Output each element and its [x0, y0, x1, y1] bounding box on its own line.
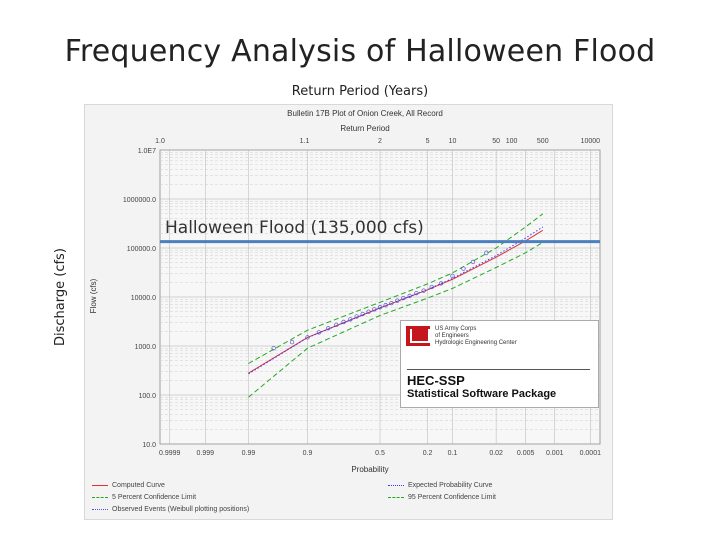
top-axis-label: Return Period: [340, 124, 389, 133]
x-tick-label: 0.001: [546, 450, 564, 457]
legend-item: Computed Curve: [92, 482, 165, 489]
top-tick-label: 10: [449, 138, 457, 145]
observed-event-point: [407, 293, 412, 299]
top-tick-label: 100: [506, 138, 518, 145]
y-axis-label: Flow (cfs): [89, 278, 98, 313]
x-tick-label: 0.5: [375, 450, 385, 457]
observed-event-point: [289, 339, 295, 345]
y-tick-label: 1000.0: [135, 344, 157, 351]
observed-event-point: [305, 335, 310, 340]
x-tick-label: 0.9: [303, 450, 313, 457]
observed-event-point: [334, 322, 339, 328]
slide-title: Frequency Analysis of Halloween Flood: [64, 34, 656, 69]
observed-event-point: [354, 314, 359, 319]
x-tick-label: 0.1: [448, 450, 458, 457]
hec-subtitle: Statistical Software Package: [407, 388, 557, 400]
observed-event-point: [372, 307, 377, 312]
observed-event-point: [395, 298, 400, 303]
y-tick-label: 100000.0: [127, 246, 156, 253]
observed-event-point: [414, 290, 419, 296]
slide-x-axis-title: Return Period (Years): [291, 84, 429, 99]
chart-title: Bulletin 17B Plot of Onion Creek, All Re…: [287, 109, 443, 118]
legend: Computed Curve Expected Probability Curv…: [88, 478, 608, 516]
observed-event-point: [383, 303, 388, 308]
legend-item: Observed Events (Weibull plotting positi…: [92, 506, 249, 513]
top-tick-label: 1.0: [155, 138, 165, 145]
observed-event-point: [484, 250, 489, 255]
observed-event-point: [470, 259, 476, 265]
observed-event-point: [360, 311, 365, 317]
y-tick-label: 100.0: [138, 393, 156, 400]
observed-event-point: [366, 309, 371, 314]
observed-event-point: [421, 288, 426, 293]
x-tick-label: 0.9999: [159, 450, 181, 457]
legend-item: 95 Percent Confidence Limit: [388, 494, 496, 501]
top-tick-label: 1.1: [300, 138, 310, 145]
observed-event-point: [450, 273, 455, 279]
y-tick-label: 10.0: [142, 442, 156, 449]
top-tick-label: 2: [378, 138, 382, 145]
top-tick-label: 500: [537, 138, 549, 145]
bottom-axis-label: Probability: [351, 465, 388, 474]
hec-divider: [407, 369, 590, 370]
observed-event-point: [389, 300, 394, 306]
observed-event-point: [461, 266, 466, 271]
x-tick-label: 0.0001: [580, 450, 602, 457]
legend-item: Expected Probability Curve: [388, 482, 492, 489]
top-tick-label: 5: [426, 138, 430, 145]
observed-event-point: [429, 284, 434, 290]
x-tick-label: 0.99: [242, 450, 256, 457]
observed-event-point: [401, 295, 406, 301]
annotation-label: Halloween Flood (135,000 cfs): [165, 218, 424, 238]
observed-event-point: [271, 346, 276, 351]
observed-event-point: [316, 330, 322, 335]
series-line-3: [248, 241, 544, 398]
observed-event-point: [377, 305, 383, 310]
y-tick-label: 1.0E7: [138, 148, 156, 155]
x-tick-label: 0.2: [423, 450, 433, 457]
observed-event-point: [326, 326, 331, 331]
hec-ssp-branding: US Army Corps of Engineers Hydrologic En…: [400, 320, 599, 408]
usace-castle-logo: [406, 326, 430, 346]
legend-item: 5 Percent Confidence Limit: [92, 494, 196, 501]
x-tick-label: 0.005: [517, 450, 535, 457]
x-tick-label: 0.02: [489, 450, 503, 457]
observed-event-point: [341, 319, 346, 325]
top-tick-label: 50: [492, 138, 500, 145]
organization-text: US Army Corps of Engineers Hydrologic En…: [435, 326, 517, 346]
x-tick-label: 0.999: [196, 450, 214, 457]
observed-event-point: [438, 281, 444, 286]
y-tick-label: 10000.0: [131, 295, 156, 302]
observed-event-point: [348, 317, 353, 322]
hec-title: HEC-SSP: [407, 373, 465, 388]
series-line-2: [248, 213, 544, 364]
top-tick-label: 10000: [581, 138, 601, 145]
y-tick-label: 1000000.0: [123, 197, 156, 204]
